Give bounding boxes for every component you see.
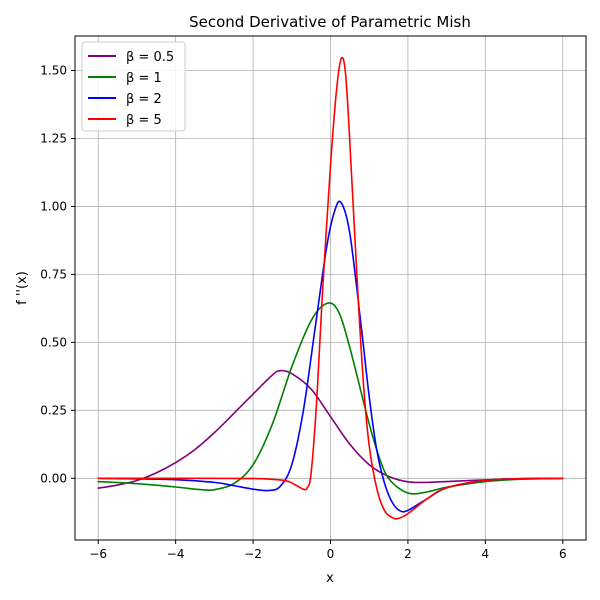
y-axis-label: f ''(x) (15, 271, 30, 305)
series-2-legend-label: β = 1 (126, 71, 162, 86)
series-1-line (97, 369, 564, 489)
x-tick-label: −4 (167, 547, 185, 561)
x-tick-label: 6 (559, 547, 567, 561)
x-axis-label: x (326, 571, 334, 586)
series-3-legend-label: β = 2 (126, 92, 162, 107)
legend: β = 0.5 β = 1 β = 2 β = 5 (81, 41, 186, 132)
x-tick-label: 4 (482, 547, 490, 561)
y-tick-label: 1.00 (40, 199, 67, 213)
legend-box (81, 41, 186, 132)
y-tick-label: 1.50 (40, 64, 67, 78)
y-tick-label: 0.25 (40, 403, 67, 417)
series-4-line (97, 56, 564, 520)
y-tick-label: 1.25 (40, 131, 67, 145)
series-2-line (97, 302, 564, 495)
y-tick-label: 0.50 (40, 335, 67, 349)
chart-title: Second Derivative of Parametric Mish (189, 13, 471, 31)
series-1-legend-label: β = 0.5 (126, 50, 174, 65)
series-group (97, 56, 564, 520)
x-tick-label: 2 (404, 547, 412, 561)
x-tick-label: −6 (89, 547, 107, 561)
axis-ticks: −6 −4 −2 0 2 4 6 0.00 0.25 0.50 0.75 1.00 1.25 1.50 (40, 64, 566, 561)
series-4-legend-label: β = 5 (126, 113, 162, 128)
grid (75, 36, 586, 540)
x-tick-label: −2 (244, 547, 262, 561)
y-tick-label: 0.75 (40, 267, 67, 281)
y-tick-label: 0.00 (40, 471, 67, 485)
x-tick-label: 0 (327, 547, 335, 561)
